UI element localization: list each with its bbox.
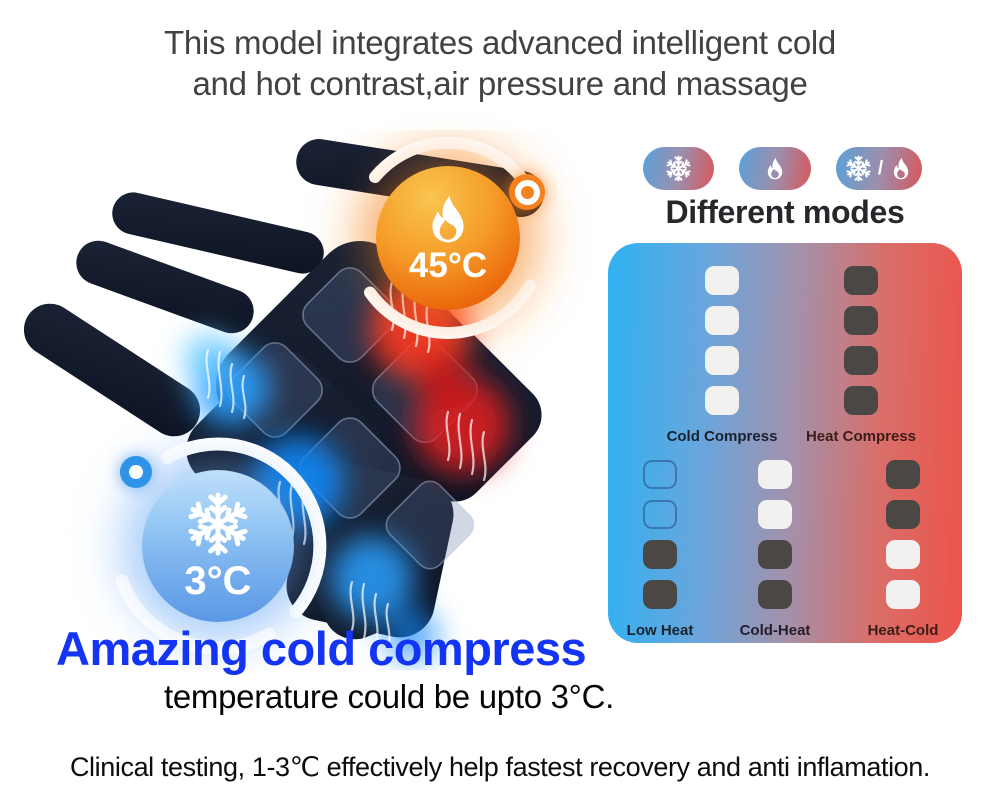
tagline: Amazing cold compress temperature could … xyxy=(56,624,614,716)
slash-separator: / xyxy=(877,157,884,179)
mode-column: Cold Compress xyxy=(652,266,792,445)
page-title: This model integrates advanced intellige… xyxy=(0,22,1000,104)
heat-mode-pill xyxy=(739,147,811,190)
cold-indicator-dot xyxy=(120,456,152,488)
indicator-cell-dark xyxy=(758,580,792,609)
indicator-cell-white xyxy=(705,306,739,335)
mode-label: Cold Compress xyxy=(666,428,778,445)
cold-mode-pill xyxy=(643,147,714,190)
indicator-cell-white xyxy=(705,346,739,375)
indicator-cell-dark xyxy=(844,386,878,415)
mode-label: Cold-Heat xyxy=(739,622,811,639)
indicator-cell-dark xyxy=(844,346,878,375)
indicator-cell-dark xyxy=(758,540,792,569)
mode-label: Heat-Cold xyxy=(867,622,939,639)
cold-dot-center xyxy=(129,465,143,479)
page-title-line1: This model integrates advanced intellige… xyxy=(164,24,836,61)
indicator-cell-outline xyxy=(643,500,677,529)
therapy-glove-illustration xyxy=(23,136,548,661)
hot-temp-value: 45°C xyxy=(408,245,488,285)
indicator-cell-white xyxy=(886,580,920,609)
tagline-title: Amazing cold compress xyxy=(56,622,587,675)
flame-icon xyxy=(763,157,787,181)
hot-temp-badge: 45°C xyxy=(376,166,520,310)
mode-label: Low Heat xyxy=(626,622,694,639)
mode-label: Heat Compress xyxy=(805,428,917,445)
cold-temp-value: 3°C xyxy=(184,559,252,603)
indicator-cell-white xyxy=(705,266,739,295)
mode-column: Heat-Cold xyxy=(843,460,963,639)
mode-column: Heat Compress xyxy=(791,266,931,445)
snowflake-icon xyxy=(185,491,251,557)
indicator-cell-white xyxy=(705,386,739,415)
flame-icon xyxy=(422,194,474,246)
flame-icon xyxy=(889,157,913,181)
indicator-cell-dark xyxy=(886,500,920,529)
indicator-cell-dark xyxy=(643,580,677,609)
compress-modes-group: Cold Compress Heat Compress xyxy=(608,243,962,643)
indicator-cell-dark xyxy=(643,540,677,569)
hot-indicator-dot xyxy=(509,174,545,210)
cold-temp-badge: 3°C xyxy=(142,470,294,622)
mode-column: Low Heat xyxy=(600,460,720,639)
indicator-cell-white xyxy=(758,500,792,529)
hot-dot-ring xyxy=(514,179,540,205)
indicator-cell-outline xyxy=(643,460,677,489)
modes-title: Different modes xyxy=(665,194,905,230)
snowflake-icon xyxy=(665,155,692,182)
combo-modes-group: Low Heat Cold-Heat Heat-Cold xyxy=(608,243,962,643)
footer-note: Clinical testing, 1-3℃ effectively help … xyxy=(69,752,931,782)
tagline-subtitle: temperature could be upto 3°C. xyxy=(164,678,614,716)
indicator-cell-dark xyxy=(844,306,878,335)
page-title-line2: and hot contrast,air pressure and massag… xyxy=(192,65,808,102)
snowflake-icon xyxy=(845,155,872,182)
indicator-cell-dark xyxy=(844,266,878,295)
mode-column: Cold-Heat xyxy=(715,460,835,639)
indicator-cell-white xyxy=(886,540,920,569)
indicator-cell-white xyxy=(758,460,792,489)
modes-panel: Cold Compress Heat Compress Low Heat Cold-… xyxy=(608,243,962,643)
contrast-mode-pill: / xyxy=(836,147,922,190)
indicator-cell-dark xyxy=(886,460,920,489)
